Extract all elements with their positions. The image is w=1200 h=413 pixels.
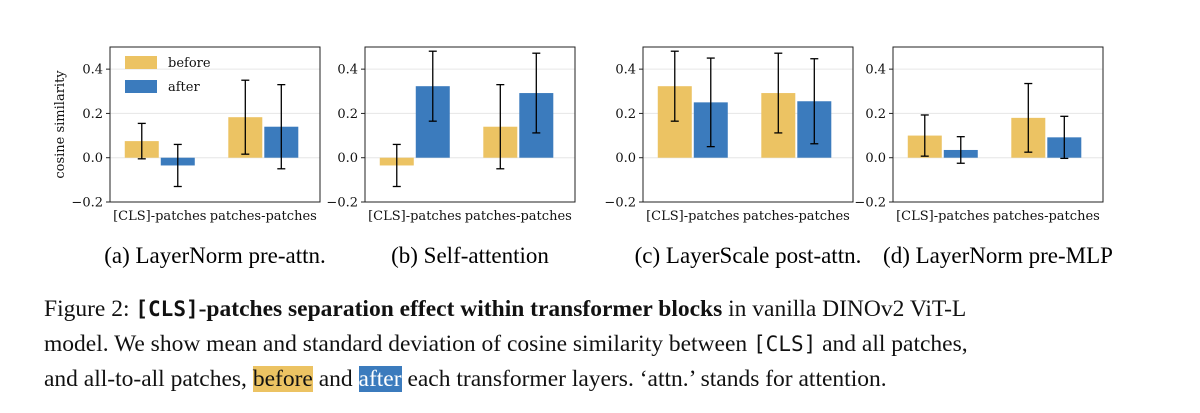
y-tick-label: 0.0 <box>82 151 103 166</box>
caption-line3-start: and all-to-all patches, <box>44 366 247 392</box>
legend: before after <box>125 56 211 95</box>
y-tick-label: −0.2 <box>604 196 636 211</box>
y-tick-label: −0.2 <box>71 196 103 211</box>
chart-panel-1: 0.4 0.2 0.0 −0.2 [CLS]-patches patches-patche… <box>53 46 326 268</box>
caption-before-highlight: before <box>252 366 313 392</box>
caption-line3-end: each transformer layers. ‘attn.’ stands … <box>407 366 887 392</box>
x-tick-label: [CLS]-patches <box>896 209 989 224</box>
caption-bold-title: -patches separation effect within transf… <box>198 296 723 322</box>
plot-frame <box>109 46 321 203</box>
figure-charts: 0.4 0.2 0.0 −0.2 [CLS]-patches patches-patche… <box>53 46 1113 268</box>
y-tick-label: −0.2 <box>326 196 358 211</box>
y-tick-label: 0.2 <box>865 107 886 122</box>
x-tick-label: patches-patches <box>993 209 1100 224</box>
caption-after-highlight: after <box>358 366 402 392</box>
x-tick-label: [CLS]-patches <box>368 209 461 224</box>
y-tick-label: 0.4 <box>865 63 886 78</box>
subcaption: (b) Self-attention <box>391 243 549 268</box>
chart-panel-2: 0.4 0.2 0.0 −0.2 [CLS]-patches patches-patche… <box>326 46 576 268</box>
legend-label-after: after <box>168 80 200 95</box>
y-tick-label: 0.2 <box>615 107 636 122</box>
x-tick-label: [CLS]-patches <box>113 209 206 224</box>
y-axis-label: cosine similarity <box>53 70 68 179</box>
chart-panel-3: 0.4 0.2 0.0 −0.2 [CLS]-patches patches-patche… <box>604 46 862 268</box>
y-tick-label: −0.2 <box>854 196 886 211</box>
plot-frame <box>642 46 854 203</box>
x-tick-label: patches-patches <box>743 209 850 224</box>
subcaption: (d) LayerNorm pre-MLP <box>883 243 1113 268</box>
subcaption: (a) LayerNorm pre-attn. <box>104 243 326 268</box>
y-tick-label: 0.4 <box>615 63 636 78</box>
caption-line3-and: and <box>318 366 353 392</box>
y-tick-label: 0.4 <box>82 63 103 78</box>
caption-line2-end: and all patches, <box>822 331 968 357</box>
x-tick-label: [CLS]-patches <box>646 209 739 224</box>
caption-line-2: model. We show mean and standard deviati… <box>44 327 1184 362</box>
legend-swatch-before <box>125 56 157 69</box>
y-tick-label: 0.0 <box>615 151 636 166</box>
caption-line-3: and all-to-all patches, before and after… <box>44 362 1184 397</box>
y-tick-label: 0.0 <box>865 151 886 166</box>
x-tick-label: patches-patches <box>465 209 572 224</box>
y-tick-label: 0.2 <box>337 107 358 122</box>
subcaption: (c) LayerScale post-attn. <box>635 243 862 268</box>
figure-caption: Figure 2: [CLS]-patches separation effec… <box>44 292 1184 397</box>
legend-label-before: before <box>168 56 211 71</box>
y-tick-label: 0.4 <box>337 63 358 78</box>
plot-frame <box>892 46 1104 203</box>
plot-frame <box>364 46 576 203</box>
caption-cls-token: [CLS] <box>135 297 199 321</box>
y-tick-label: 0.2 <box>82 107 103 122</box>
legend-swatch-after <box>125 80 157 93</box>
caption-line2-cls: [CLS] <box>753 332 817 356</box>
caption-line-1: Figure 2: [CLS]-patches separation effec… <box>44 292 1184 327</box>
caption-line1-rest: in vanilla DINOv2 ViT-L <box>728 296 967 322</box>
y-tick-label: 0.0 <box>337 151 358 166</box>
figure-label: Figure 2: <box>44 296 130 322</box>
x-tick-label: patches-patches <box>210 209 317 224</box>
caption-line2-start: model. We show mean and standard deviati… <box>44 331 748 357</box>
chart-panel-4: 0.4 0.2 0.0 −0.2 [CLS]-patches patches-patche… <box>854 46 1113 268</box>
